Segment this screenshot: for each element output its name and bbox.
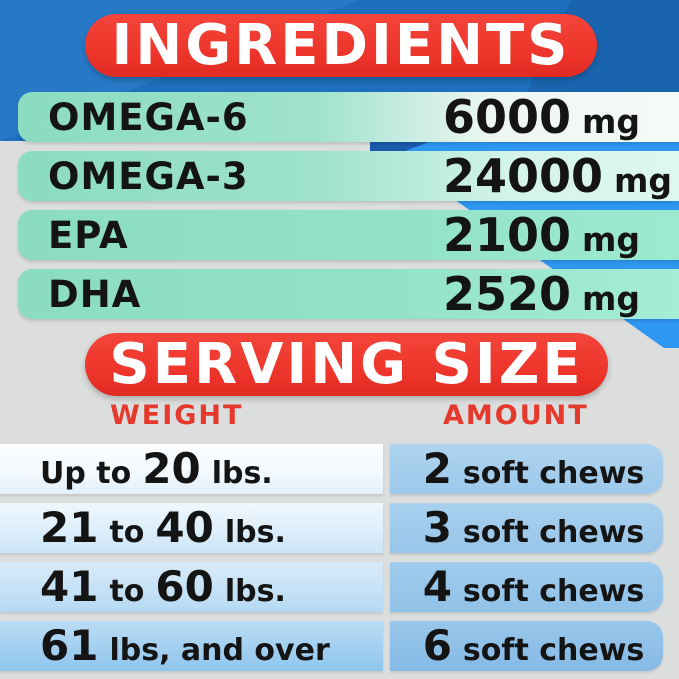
ingredient-value: 6000 mg [443, 92, 640, 142]
serving-size-banner: SERVING SIZE [85, 332, 608, 397]
ingredient-amount: 6000 [443, 90, 572, 144]
weight-segment: lbs. [224, 515, 286, 550]
weight-segment: 40 [155, 503, 214, 552]
ingredient-unit: mg [614, 161, 673, 200]
ingredient-amount: 24000 [443, 149, 604, 203]
amount-segment: soft chews [462, 633, 645, 668]
amount-text: 4 soft chews [423, 566, 645, 608]
ingredient-value: 2520 mg [443, 269, 640, 319]
amount-text: 3 soft chews [423, 507, 645, 549]
weight-segment: to [109, 515, 145, 550]
ingredient-label: DHA [48, 272, 142, 316]
ingredients-title: INGREDIENTS [111, 13, 571, 78]
ingredient-row: DHA 2520 mg [18, 269, 679, 319]
weight-segment: lbs, and over [109, 633, 330, 668]
amount-cell: 3 soft chews [390, 503, 663, 553]
ingredient-label: OMEGA-3 [48, 154, 249, 198]
ingredient-amount: 2100 [443, 208, 572, 262]
weight-segment: to [109, 574, 145, 609]
ingredient-value-line: 2520 mg [443, 271, 640, 317]
ingredient-unit: mg [582, 220, 641, 259]
ingredient-row: OMEGA-6 6000 mg [18, 92, 679, 142]
weight-segment: 60 [155, 562, 214, 611]
ingredient-row: EPA 2100 mg [18, 210, 679, 260]
weight-cell: 61 lbs, and over [0, 621, 383, 671]
amount-text: 6 soft chews [423, 625, 645, 667]
serving-row: 61 lbs, and over 6 soft chews [0, 621, 679, 671]
amount-segment: 6 [422, 621, 452, 670]
serving-row: Up to 20 lbs. 2 soft chews [0, 444, 679, 494]
weight-segment: lbs. [224, 574, 286, 609]
weight-cell: 41 to 60 lbs. [0, 562, 383, 612]
weight-cell: 21 to 40 lbs. [0, 503, 383, 553]
weight-text: 61 lbs, and over [40, 625, 330, 667]
amount-segment: 2 [422, 444, 452, 493]
amount-segment: 3 [422, 503, 452, 552]
ingredient-row: OMEGA-3 24000 mg [18, 151, 679, 201]
weight-segment: 41 [40, 562, 99, 611]
weight-text: 21 to 40 lbs. [40, 507, 286, 549]
amount-cell: 6 soft chews [390, 621, 663, 671]
amount-text: 2 soft chews [423, 448, 645, 490]
weight-segment: Up to [40, 456, 132, 491]
amount-cell: 2 soft chews [390, 444, 663, 494]
weight-segment: 61 [40, 621, 99, 670]
ingredients-banner: INGREDIENTS [85, 13, 597, 78]
ingredient-value-line: 6000 mg [443, 94, 640, 140]
ingredient-label: OMEGA-6 [48, 95, 249, 139]
ingredient-value: 24000 mg [443, 151, 672, 201]
ingredient-unit: mg [582, 279, 641, 318]
weight-segment: 20 [142, 444, 201, 493]
ingredient-value: 2100 mg [443, 210, 640, 260]
weight-text: Up to 20 lbs. [40, 448, 273, 490]
ingredient-value-line: 2100 mg [443, 212, 640, 258]
weight-segment: lbs. [211, 456, 273, 491]
weight-segment: 21 [40, 503, 99, 552]
amount-segment: soft chews [462, 456, 645, 491]
ingredient-value-line: 24000 mg [443, 153, 672, 199]
column-header-weight: WEIGHT [110, 400, 244, 431]
column-header-amount: AMOUNT [443, 400, 589, 431]
amount-cell: 4 soft chews [390, 562, 663, 612]
ingredient-amount: 2520 [443, 267, 572, 321]
ingredient-label: EPA [48, 213, 129, 257]
serving-size-title: SERVING SIZE [109, 332, 584, 397]
ingredients-table: OMEGA-6 6000 mg OMEGA-3 24000 mg EPA 2100 mg DHA 2… [18, 92, 679, 319]
amount-segment: soft chews [462, 574, 645, 609]
ingredient-unit: mg [582, 102, 641, 141]
weight-text: 41 to 60 lbs. [40, 566, 286, 608]
navy-accent-wedge [370, 141, 432, 152]
amount-segment: soft chews [462, 515, 645, 550]
serving-size-table: Up to 20 lbs. 2 soft chews 21 to 40 lbs. 3 soft ch… [0, 444, 679, 671]
amount-segment: 4 [422, 562, 452, 611]
weight-cell: Up to 20 lbs. [0, 444, 383, 494]
serving-row: 41 to 60 lbs. 4 soft chews [0, 562, 679, 612]
serving-row: 21 to 40 lbs. 3 soft chews [0, 503, 679, 553]
